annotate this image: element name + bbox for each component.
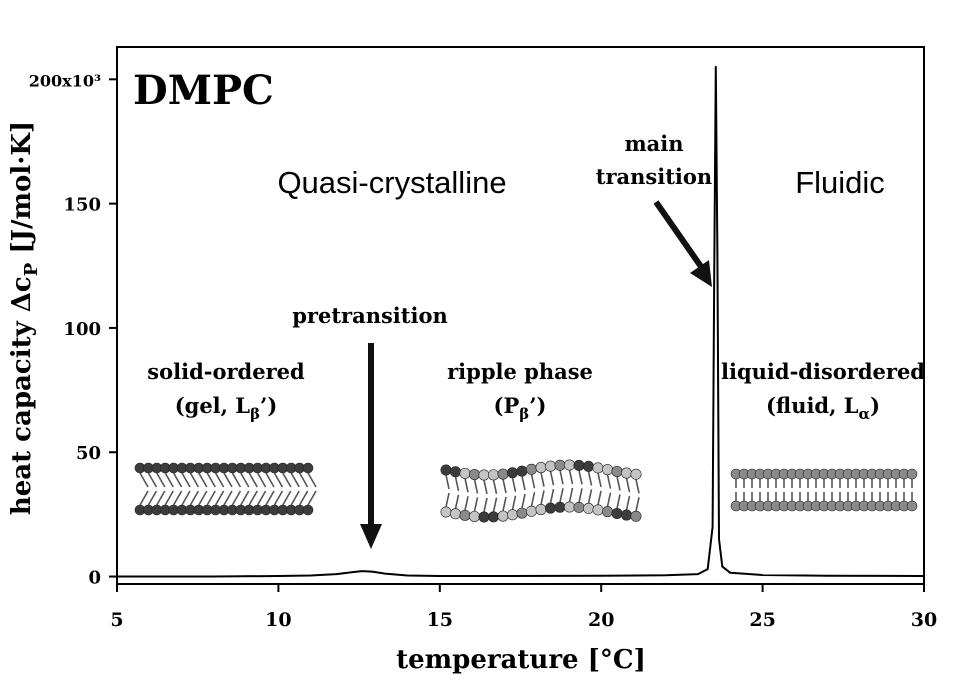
y-tick-label: 100 [63, 319, 101, 340]
y-axis-label-subscript: P [21, 262, 42, 276]
x-axis-label: temperature [°C] [396, 645, 646, 675]
region-label-quasi-crystalline: Quasi-crystalline [277, 165, 506, 200]
main-transition-arrow-shaft [653, 200, 705, 270]
phase-liquid-label-line2-sub: α [859, 405, 871, 423]
y-axis-label-main: heat capacity Δc [7, 276, 37, 515]
phase-solid-label-line2-suffix: ’) [260, 393, 277, 418]
pretransition-arrow-head [360, 524, 382, 549]
main-transition-label-line1: main [624, 131, 683, 156]
series-layer [117, 65, 925, 578]
phase-solid-label-line2: (gel, Lβ’) [175, 393, 278, 423]
phase-ripple-label-line2: (Pβ’) [494, 393, 547, 423]
y-tick-label: 200x10³ [29, 71, 101, 90]
phase-solid-label-line1: solid-ordered [147, 359, 305, 384]
membrane-illustrations [134, 459, 918, 523]
main-transition-arrow-head [690, 260, 712, 287]
phase-ripple-label-line1: ripple phase [447, 359, 593, 384]
phase-ripple-label-line2-suffix: ’) [529, 393, 546, 418]
main-transition-label-line2: transition [596, 164, 712, 189]
phase-ripple-label-line2-prefix: (P [494, 393, 520, 418]
y-tick-label: 150 [63, 195, 101, 216]
phase-solid-label-line2-sub: β [250, 405, 260, 423]
region-label-fluidic: Fluidic [795, 165, 885, 200]
bilayer-ripple-illustration [440, 459, 642, 523]
x-tick-label: 25 [749, 609, 775, 631]
phase-solid-label-line2-prefix: (gel, L [175, 393, 251, 418]
phase-liquid-label-line2: (fluid, Lα) [766, 393, 880, 423]
y-tick-label: 0 [88, 568, 101, 589]
x-tick-label: 15 [427, 609, 453, 631]
phase-liquid-label-line1: liquid-disordered [721, 359, 925, 384]
phase-liquid-label-line2-suffix: ) [870, 393, 880, 418]
x-tick-label: 5 [110, 609, 123, 631]
axis-ticks: 5 10 15 20 25 30 0 50 100 150 200x10³ [29, 71, 937, 631]
phase-ripple-label-line2-sub: β [519, 405, 529, 423]
x-tick-label: 10 [265, 609, 291, 631]
series-line [117, 65, 925, 578]
y-axis-label-units: [J/mol·K] [7, 121, 37, 263]
chart-title: DMPC [133, 67, 274, 114]
bilayer-fluid-illustration [730, 468, 918, 512]
x-tick-label: 20 [588, 609, 614, 631]
y-tick-label: 50 [76, 443, 101, 464]
pretransition-label: pretransition [292, 303, 448, 328]
x-tick-label: 30 [911, 609, 937, 631]
phase-liquid-label-line2-prefix: (fluid, L [766, 393, 859, 418]
bilayer-gel-illustration [134, 462, 317, 516]
arrows [360, 200, 712, 549]
y-axis-label: heat capacity ΔcP [J/mol·K] [7, 121, 42, 515]
plot-frame [116, 46, 925, 585]
